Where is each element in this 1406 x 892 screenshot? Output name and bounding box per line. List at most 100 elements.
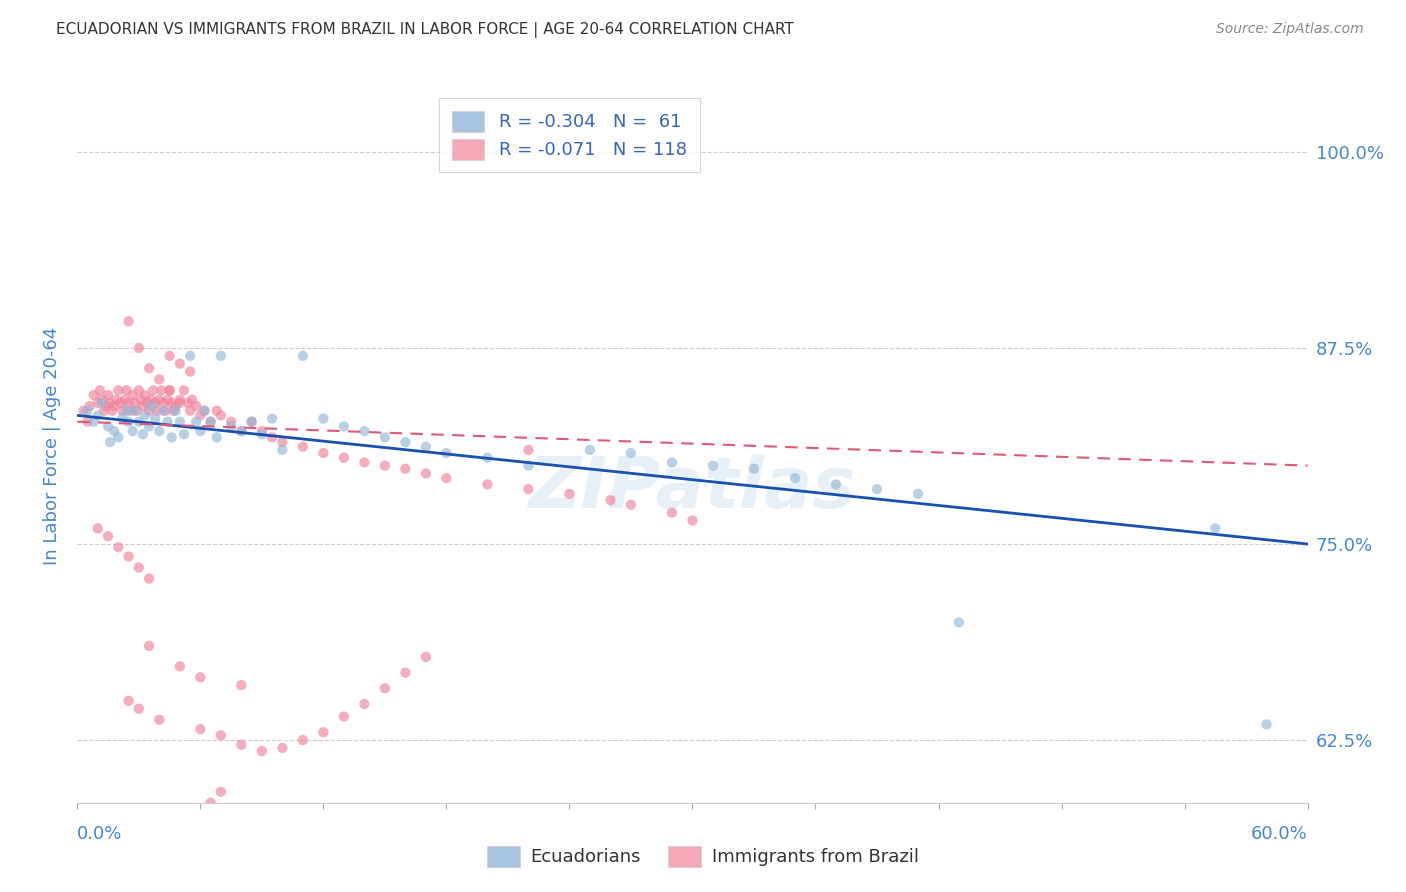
Point [103,424,125,438]
Point [333,709,356,723]
Point [271,740,294,755]
Point [374,681,396,696]
Point [177,396,200,410]
Point [117,396,139,410]
Point [209,728,232,742]
Point [97,419,120,434]
Point [742,461,765,475]
Point [240,415,263,429]
Legend: R = -0.304   N =  61, R = -0.071   N = 118: R = -0.304 N = 61, R = -0.071 N = 118 [439,98,700,172]
Point [333,450,356,465]
Point [142,384,165,398]
Point [121,424,143,438]
Point [231,424,253,438]
Legend: Ecuadorians, Immigrants from Brazil: Ecuadorians, Immigrants from Brazil [481,838,925,874]
Point [312,411,335,425]
Point [477,477,499,491]
Point [111,411,134,425]
Point [134,388,156,402]
Point [107,540,129,554]
Point [394,461,416,475]
Point [209,785,232,799]
Point [138,403,160,417]
Point [79,399,101,413]
Point [250,424,273,438]
Point [1256,717,1278,731]
Point [200,415,222,429]
Point [436,471,458,485]
Point [125,403,148,417]
Point [87,521,110,535]
Point [374,458,396,473]
Point [200,796,222,810]
Point [333,419,356,434]
Point [415,649,437,664]
Point [132,427,155,442]
Point [169,357,191,371]
Point [825,477,848,491]
Point [173,384,195,398]
Point [98,396,121,410]
Point [152,396,174,410]
Point [111,403,134,417]
Point [231,424,253,438]
Point [72,403,94,417]
Point [136,396,159,410]
Point [97,529,120,543]
Point [312,725,335,739]
Point [262,411,284,425]
Point [115,384,138,398]
Point [250,427,273,442]
Point [702,458,724,473]
Point [271,442,294,457]
Point [128,384,150,398]
Point [188,670,212,684]
Point [165,403,187,417]
Point [146,403,169,417]
Point [76,403,98,417]
Point [205,403,228,417]
Point [148,424,170,438]
Point [558,487,581,501]
Point [110,396,132,410]
Point [661,506,683,520]
Point [181,392,204,407]
Point [231,678,253,692]
Point [394,435,416,450]
Point [117,314,139,328]
Point [128,560,150,574]
Point [160,396,183,410]
Point [148,392,170,407]
Point [193,403,215,417]
Point [98,435,121,450]
Point [620,498,643,512]
Point [415,467,437,481]
Point [87,396,110,410]
Point [120,403,142,417]
Point [128,702,150,716]
Point [159,384,181,398]
Point [128,341,150,355]
Point [579,442,602,457]
Y-axis label: In Labor Force | Age 20-64: In Labor Force | Age 20-64 [42,326,60,566]
Point [193,403,215,417]
Point [138,361,160,376]
Point [114,392,136,407]
Point [394,665,416,680]
Text: ZIPatlas: ZIPatlas [529,454,856,524]
Point [124,396,146,410]
Text: Source: ZipAtlas.com: Source: ZipAtlas.com [1216,22,1364,37]
Point [128,415,150,429]
Point [76,415,98,429]
Point [141,392,163,407]
Point [209,409,232,423]
Point [599,493,621,508]
Point [105,392,128,407]
Text: 60.0%: 60.0% [1251,825,1308,843]
Point [948,615,970,630]
Point [188,806,212,821]
Point [477,450,499,465]
Point [148,372,170,386]
Point [138,639,160,653]
Point [159,349,181,363]
